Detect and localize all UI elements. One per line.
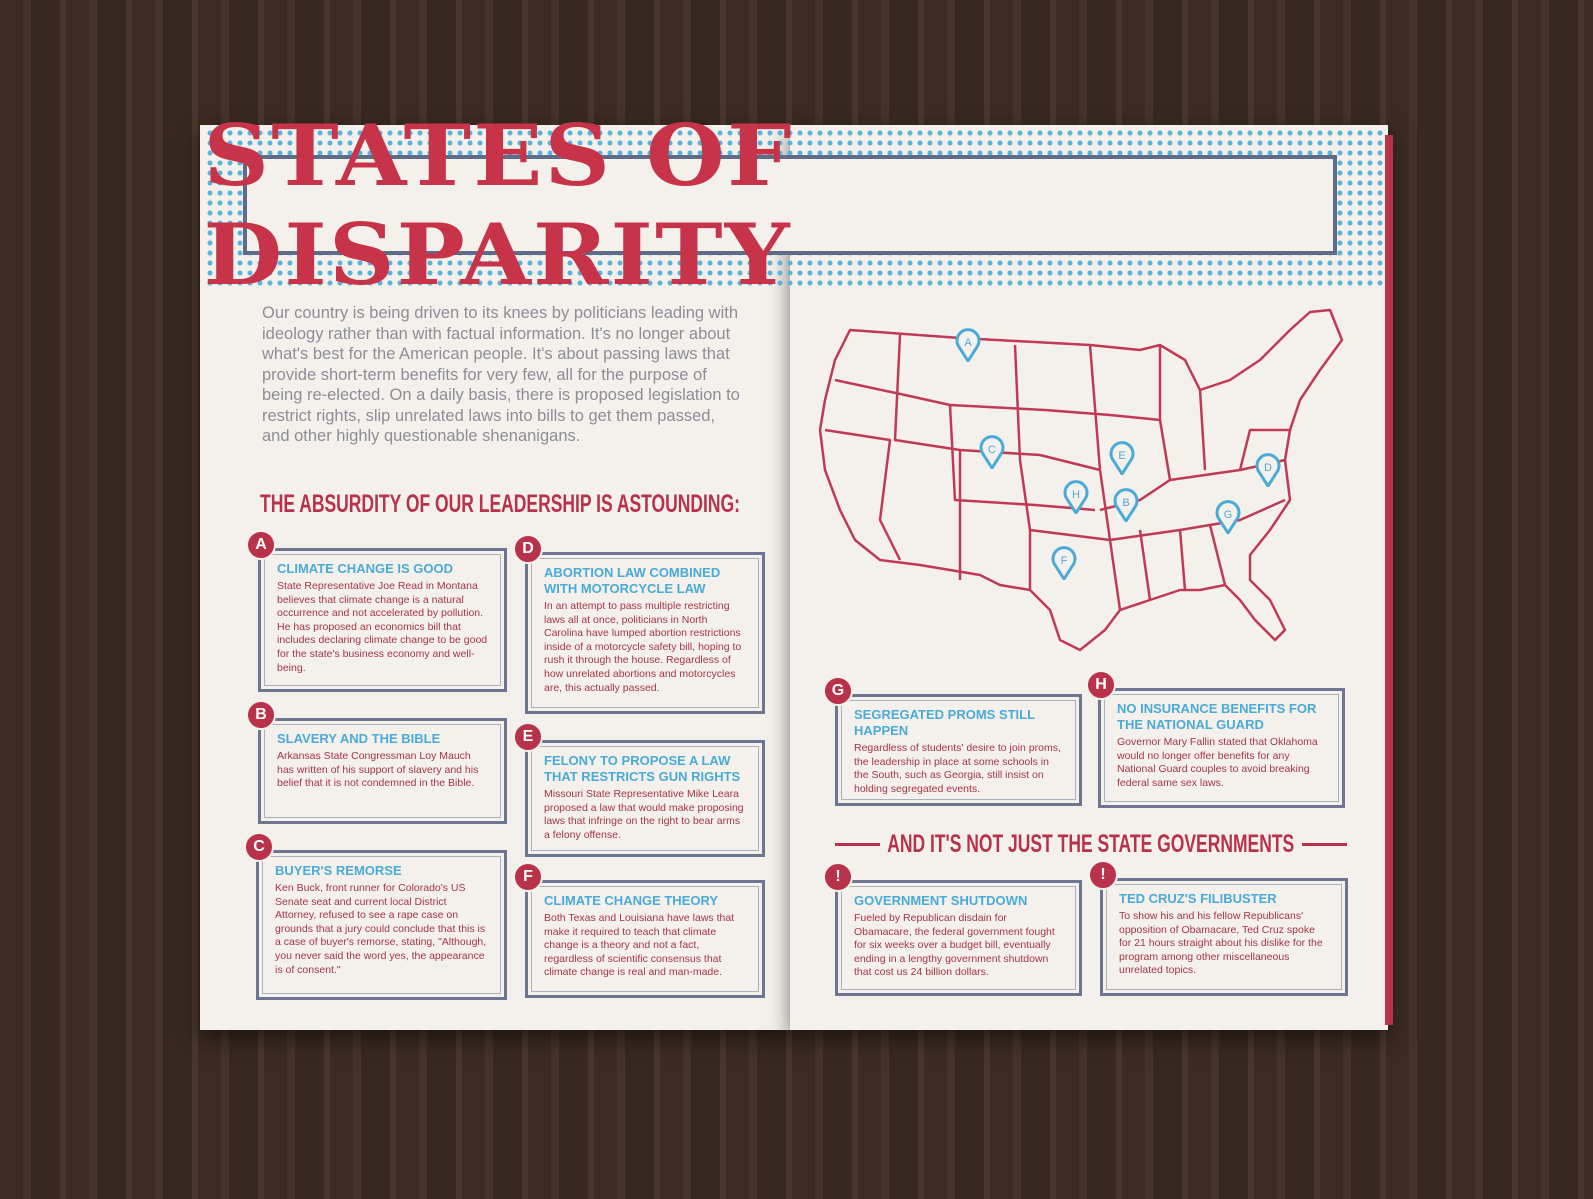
marker: ! [1088,860,1118,890]
pin-label: F [1061,555,1068,567]
card: SEGREGATED PROMS STILL HAPPEN Regardless … [835,694,1082,806]
marker: H [1086,670,1116,700]
map-pin: G [1215,500,1241,534]
pin-shape [1215,500,1241,534]
map-pin: H [1063,480,1089,514]
card-body: Both Texas and Louisiana have laws that … [544,912,735,979]
title: STATES OF DISPARITY [203,106,794,304]
marker: B [246,700,276,730]
pin-shape [1051,546,1077,580]
pin-label: C [988,444,996,456]
card-title: NO INSURANCE BENEFITS FOR THE NATIONAL G… [1117,701,1317,732]
pin-shape [1063,480,1089,514]
pin-label: A [964,337,972,349]
card-body: Arkansas State Congressman Loy Mauch has… [277,750,479,790]
marker: ! [823,862,853,892]
card-title: FELONY TO PROPOSE A LAW THAT RESTRICTS G… [544,753,741,784]
map-pin: C [979,435,1005,469]
section-heading: AND IT'S NOT JUST THE STATE GOVERNMENTS [835,830,1347,859]
pin-shape [1109,441,1135,475]
card-title: BUYER'S REMORSE [275,863,402,878]
pin-label: G [1224,509,1233,521]
card: NO INSURANCE BENEFITS FOR THE NATIONAL G… [1098,688,1345,808]
marker: C [244,832,274,862]
card-title: ABORTION LAW COMBINED WITH MOTORCYCLE LA… [544,565,721,596]
pin-shape [955,328,981,362]
pin-label: B [1122,497,1129,509]
page-edge [1385,135,1393,1025]
marker: A [246,530,276,560]
card: CLIMATE CHANGE THEORY Both Texas and Loui… [525,880,765,998]
marker: F [513,862,543,892]
marker: E [513,722,543,752]
card-body: Ken Buck, front runner for Colorado's US… [275,882,487,976]
map-pin: E [1109,441,1135,475]
card-body: Regardless of students' desire to join p… [854,742,1061,795]
map-pin: F [1051,546,1077,580]
marker: G [823,676,853,706]
pin-label: E [1118,450,1125,462]
card: SLAVERY AND THE BIBLE Arkansas State Cong… [258,718,507,824]
subheading: THE ABSURDITY OF OUR LEADERSHIP IS ASTOU… [260,490,741,518]
pin-label: H [1072,489,1080,501]
rule [1301,843,1347,846]
card-title: GOVERNMENT SHUTDOWN [854,893,1028,908]
card: TED CRUZ'S FILIBUSTER To show his and his… [1100,878,1348,996]
card-title: CLIMATE CHANGE IS GOOD [277,561,453,576]
card-title: SEGREGATED PROMS STILL HAPPEN [854,707,1035,738]
card: FELONY TO PROPOSE A LAW THAT RESTRICTS G… [525,740,765,857]
card-body: To show his and his fellow Republicans' … [1119,910,1323,977]
rule [835,843,881,846]
intro: Our country is being driven to its knees… [262,304,740,445]
card-body: Missouri State Representative Mike Leara… [544,788,744,841]
card-title: SLAVERY AND THE BIBLE [277,731,441,746]
map-pin: A [955,328,981,362]
pin-shape [1255,453,1281,487]
card-title: CLIMATE CHANGE THEORY [544,893,719,908]
map-pin: B [1113,488,1139,522]
card-body: State Representative Joe Read in Montana… [277,580,488,674]
card-body: Fueled by Republican disdain for Obamaca… [854,912,1055,979]
pin-label: D [1264,462,1272,474]
card-title: TED CRUZ'S FILIBUSTER [1119,891,1277,906]
map-pin: D [1255,453,1281,487]
card-body: Governor Mary Fallin stated that Oklahom… [1117,736,1318,789]
card: CLIMATE CHANGE IS GOOD State Representati… [258,548,507,692]
marker: D [513,534,543,564]
card-body: In an attempt to pass multiple restricti… [544,600,742,694]
title-box: STATES OF DISPARITY [204,106,1337,304]
pin-shape [979,435,1005,469]
card: BUYER'S REMORSE Ken Buck, front runner fo… [256,850,507,1000]
card: GOVERNMENT SHUTDOWN Fueled by Republican … [835,880,1082,996]
pin-shape [1113,488,1139,522]
section-title: AND IT'S NOT JUST THE STATE GOVERNMENTS [887,830,1295,858]
card: ABORTION LAW COMBINED WITH MOTORCYCLE LA… [525,552,765,714]
